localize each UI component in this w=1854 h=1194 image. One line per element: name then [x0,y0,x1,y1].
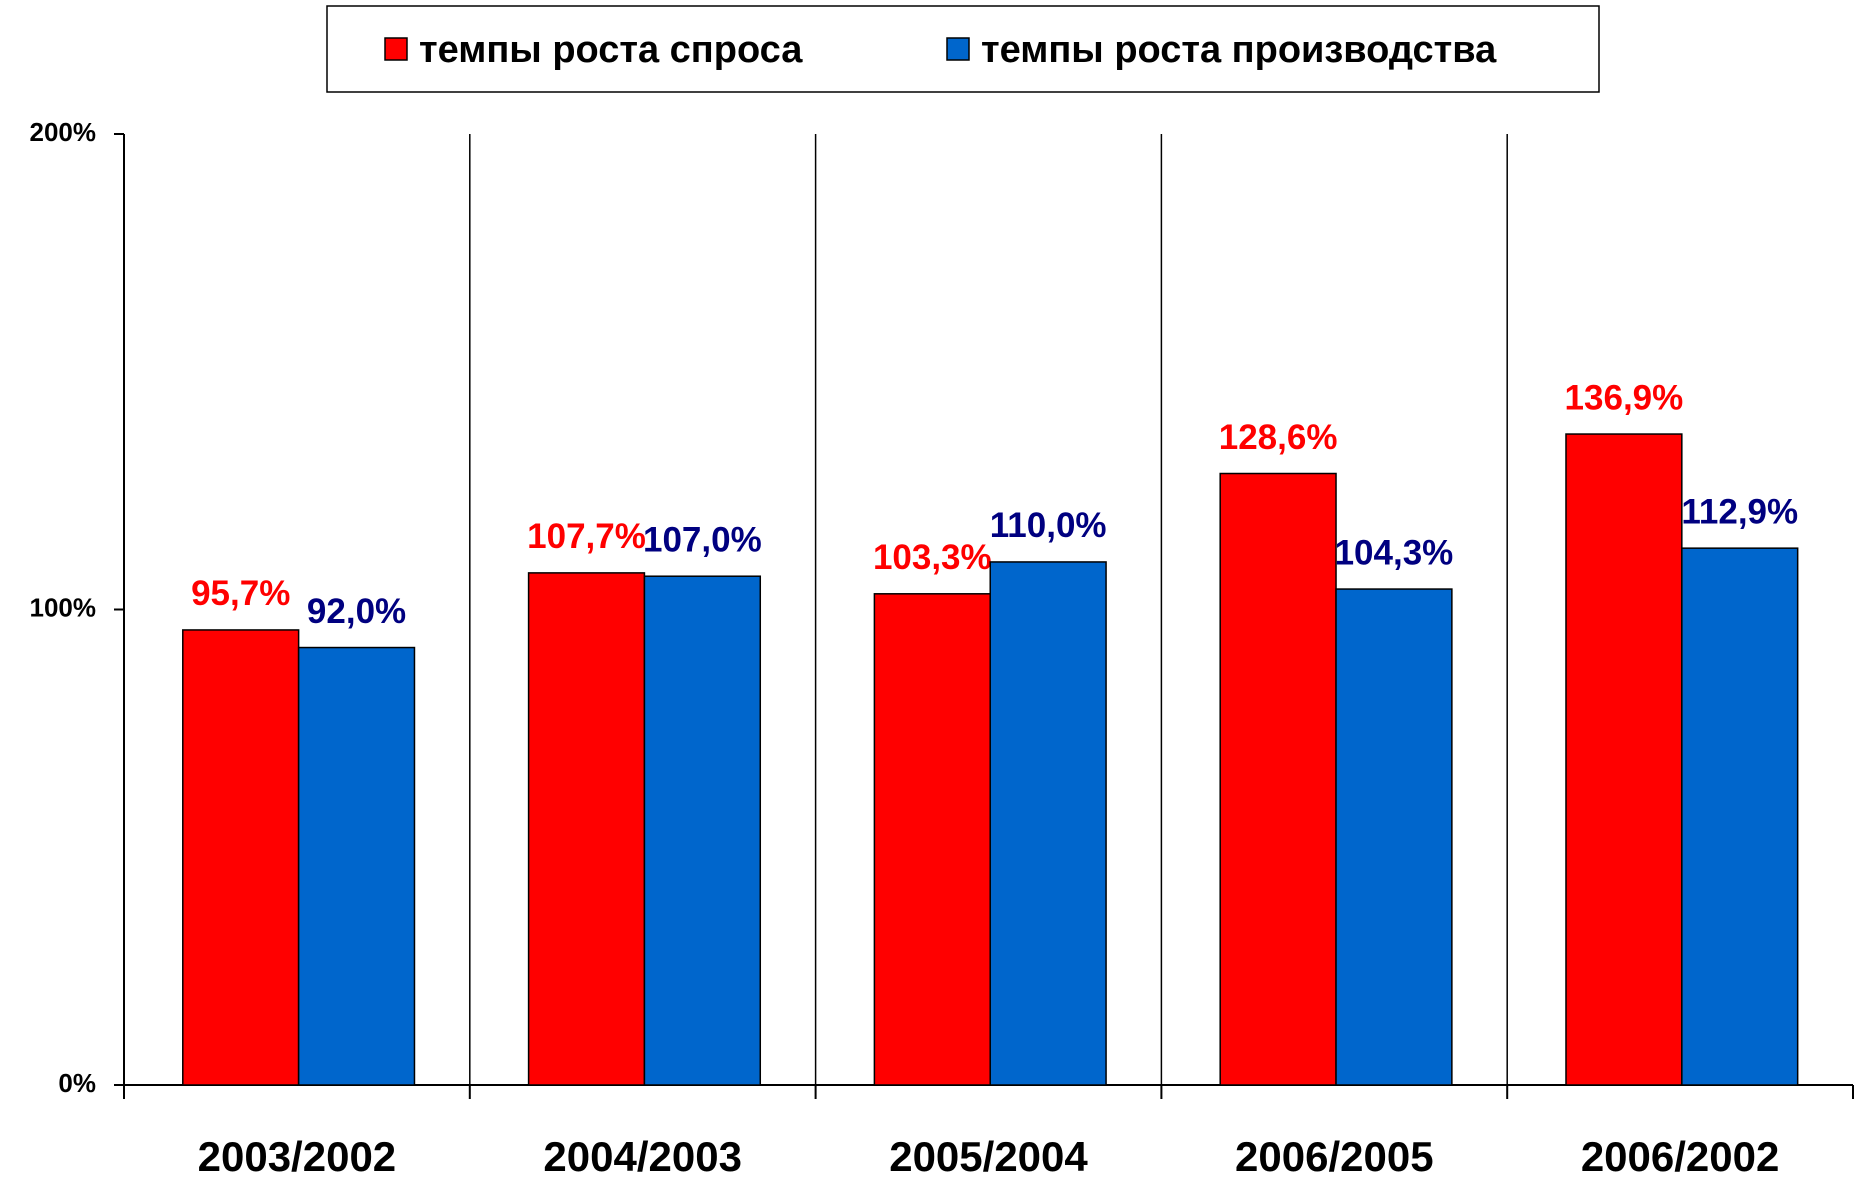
bar [297,646,416,1086]
bar [1219,472,1337,1086]
value-label: 110,0% [990,506,1107,545]
y-tick-label: 0% [58,1068,96,1098]
value-label: 103,3% [873,538,992,577]
bar [989,561,1107,1086]
x-tick-label: 2003/2002 [198,1133,397,1180]
legend-label: темпы роста производства [981,29,1497,71]
value-label: 112,9% [1681,492,1798,531]
x-tick-label: 2004/2003 [543,1133,742,1180]
value-label: 128,6% [1219,418,1338,457]
value-label: 136,9% [1565,378,1684,417]
y-tick-label: 100% [30,592,97,622]
bar [1681,547,1799,1086]
x-tick-label: 2006/2002 [1581,1133,1780,1180]
bar [873,593,991,1086]
bar [643,575,762,1086]
bar [527,572,646,1086]
bar [1565,433,1683,1086]
legend-swatch [946,37,970,61]
value-label: 95,7% [191,574,290,613]
value-label: 107,0% [643,520,762,559]
value-label: 104,3% [1335,533,1454,572]
legend-swatch [384,37,408,61]
value-label: 92,0% [307,592,406,631]
x-tick-label: 2006/2005 [1235,1133,1434,1180]
bar [1335,588,1453,1086]
x-tick-label: 2005/2004 [889,1133,1088,1180]
bar [182,629,300,1086]
value-label: 107,7% [527,517,646,556]
y-tick-label: 200% [30,117,97,147]
legend-label: темпы роста спроса [419,29,803,71]
